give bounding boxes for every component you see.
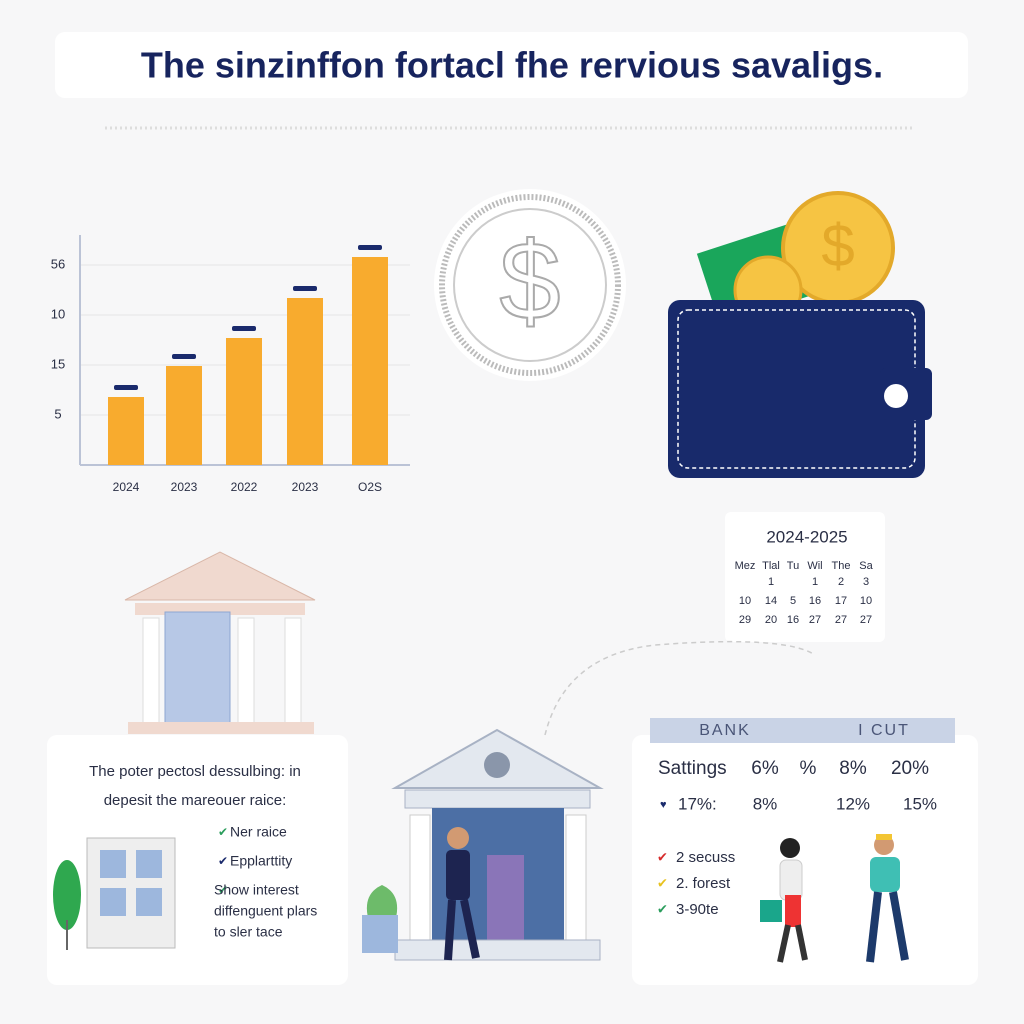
calendar-date: 10 bbox=[860, 595, 872, 607]
x-tick-label: 2023 bbox=[171, 480, 198, 494]
connector bbox=[544, 640, 816, 736]
check-item: 3-90te bbox=[676, 901, 719, 918]
rate-cell: 6% bbox=[751, 758, 779, 779]
svg-text:$: $ bbox=[499, 220, 560, 343]
calendar-date: 27 bbox=[809, 614, 821, 626]
rate-cell: 8% bbox=[753, 794, 778, 813]
building-illustration bbox=[53, 837, 176, 950]
svg-text:$: $ bbox=[821, 212, 854, 279]
y-axis-label: 15 bbox=[51, 356, 65, 371]
calendar-title: 2024-2025 bbox=[766, 527, 847, 546]
calendar-card bbox=[725, 512, 885, 642]
check-item: 2. forest bbox=[676, 875, 731, 892]
bar-cap bbox=[232, 326, 256, 331]
check-icon: ✔ bbox=[657, 875, 668, 890]
calendar-date: 16 bbox=[787, 614, 799, 626]
calendar-date: 3 bbox=[863, 576, 869, 588]
right-checklist: ✔ 2 secuss ✔ 2. forest ✔ 3-90te bbox=[657, 849, 735, 918]
y-axis-label: 5 bbox=[54, 406, 61, 421]
bar-cap bbox=[172, 354, 196, 359]
panel-header bbox=[650, 718, 955, 743]
calendar-date: 1 bbox=[812, 576, 818, 588]
left-checklist: ✔ Ner raice✔ Epplarttity✔Show interestdiff… bbox=[214, 824, 317, 940]
calendar-day: Tu bbox=[787, 560, 799, 572]
calendar-date: 1 bbox=[768, 576, 774, 588]
header-text: BANK bbox=[699, 722, 751, 739]
bullet: ♥ bbox=[660, 799, 667, 811]
bar-cap bbox=[293, 286, 317, 291]
rate-cell: Sattings bbox=[658, 758, 727, 779]
calendar-day: The bbox=[832, 560, 851, 572]
bar bbox=[352, 257, 388, 465]
calendar-date: 2 bbox=[838, 576, 844, 588]
check-item: Show interest bbox=[214, 882, 299, 898]
bank-illustration bbox=[362, 728, 604, 961]
panel-text: depesit the mareouer raice: bbox=[104, 792, 287, 809]
bank-illustration bbox=[124, 551, 316, 734]
check-item: 2 secuss bbox=[676, 849, 735, 866]
panel-text: The poter pectosl dessulbing: in bbox=[89, 763, 301, 780]
rate-cell: % bbox=[800, 758, 817, 779]
check-icon: ✔ bbox=[657, 849, 668, 864]
calendar-date: 20 bbox=[765, 614, 777, 626]
calendar-day: Tlal bbox=[762, 560, 780, 572]
wallet: $ bbox=[668, 191, 932, 478]
title-box bbox=[55, 32, 968, 98]
people-illustration bbox=[760, 834, 909, 963]
x-tick-label: O2S bbox=[358, 480, 382, 494]
calendar-date: 17 bbox=[835, 595, 847, 607]
x-tick-label: 2024 bbox=[113, 480, 140, 494]
calendar-date: 16 bbox=[809, 595, 821, 607]
check-item: to sler tace bbox=[214, 924, 283, 940]
calendar-date: 29 bbox=[739, 614, 751, 626]
rate-cell: 20% bbox=[891, 758, 929, 779]
calendar-date: 27 bbox=[835, 614, 847, 626]
check-item: diffenguent plars bbox=[214, 903, 317, 919]
bar-chart: 56 10 15 5 2024 2023 2022 2023 O2S bbox=[51, 235, 410, 494]
rate-cell: 12% bbox=[836, 794, 870, 813]
rate-cell: 8% bbox=[839, 758, 867, 779]
title: The sinzinffon fortacl fhe rervious sava… bbox=[141, 45, 883, 86]
rate-table: Sattings 6%% 8% 20% 17%: 8% 12% 15% ♥ bbox=[658, 758, 937, 813]
x-tick-label: 2023 bbox=[292, 480, 319, 494]
bar-cap bbox=[114, 385, 138, 390]
calendar-day: Mez bbox=[735, 560, 756, 572]
y-axis-label: 10 bbox=[51, 306, 65, 321]
check-icon: ✔ bbox=[657, 901, 668, 916]
right-panel bbox=[632, 735, 978, 985]
calendar-date: 5 bbox=[790, 595, 796, 607]
calendar-date: 10 bbox=[739, 595, 751, 607]
check-icon: ✔ bbox=[218, 854, 228, 868]
y-axis-label: 56 bbox=[51, 256, 65, 271]
calendar-day: Wil bbox=[807, 560, 822, 572]
bar bbox=[226, 338, 262, 465]
check-item: Ner raice bbox=[230, 824, 287, 840]
check-item: Epplarttity bbox=[230, 853, 292, 869]
check-icon: ✔ bbox=[218, 883, 228, 897]
rate-cell: 17%: bbox=[678, 794, 717, 813]
calendar-date: 14 bbox=[765, 595, 777, 607]
bar bbox=[108, 397, 144, 465]
check-icon: ✔ bbox=[218, 825, 228, 839]
calendar-date: 27 bbox=[860, 614, 872, 626]
coin: $ bbox=[434, 189, 626, 381]
calendar-day: Sa bbox=[859, 560, 873, 572]
bar bbox=[166, 366, 202, 465]
bar-cap bbox=[358, 245, 382, 250]
header-text: I CUT bbox=[858, 722, 910, 739]
x-tick-label: 2022 bbox=[231, 480, 258, 494]
rate-cell: 15% bbox=[903, 794, 937, 813]
calendar-grid: Mez Tlal Tu Wil The Sa 1 1 2 3 10 14 5 16 17 10 29 20 16 27… bbox=[735, 560, 874, 626]
bar bbox=[287, 298, 323, 465]
